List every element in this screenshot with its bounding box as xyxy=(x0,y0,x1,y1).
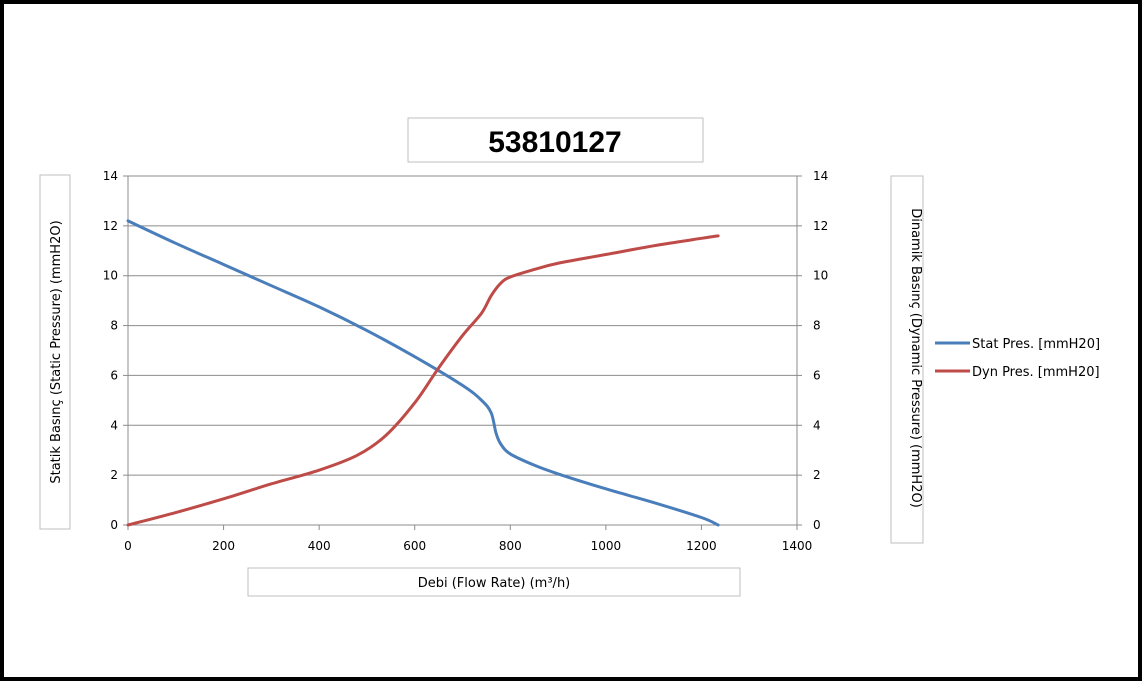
y2-tick-label: 12 xyxy=(813,219,828,233)
legend-label: Stat Pres. [mmH20] xyxy=(972,337,1100,352)
x-tick-label: 0 xyxy=(124,539,132,553)
x-tick-label: 1200 xyxy=(686,539,717,553)
y-tick-label: 12 xyxy=(103,219,118,233)
y-tick-label: 6 xyxy=(110,368,118,382)
x-axis-label: Debi (Flow Rate) (m³/h) xyxy=(418,576,571,591)
x-tick-label: 200 xyxy=(212,539,235,553)
y2-tick-label: 10 xyxy=(813,269,828,283)
x-label-box xyxy=(247,567,741,597)
y-tick-label: 2 xyxy=(110,468,118,482)
y2-axis-label: Dinamik Basınç (Dynamic Pressure) (mmH2O… xyxy=(908,208,923,508)
x-tick-label: 600 xyxy=(403,539,426,553)
y2-tick-label: 0 xyxy=(813,518,821,532)
y-tick-label: 10 xyxy=(103,269,118,283)
y2-tick-label: 4 xyxy=(813,418,821,432)
title-box xyxy=(407,117,704,163)
line-chart: 0 2 4 6 8 10 12 14 0 2 4 6 8 10 12 14 0 200 400 600 800 1000 1… xyxy=(39,117,1100,597)
y2-tick-label: 14 xyxy=(813,169,828,183)
x-tick-label: 400 xyxy=(308,539,331,553)
x-tick-label: 800 xyxy=(499,539,522,553)
chart-title: 53810127 xyxy=(488,126,621,159)
y-tick-label: 8 xyxy=(110,319,118,333)
y2-tick-label: 8 xyxy=(813,319,821,333)
y2-tick-label: 6 xyxy=(813,368,821,382)
y-tick-label: 0 xyxy=(110,518,118,532)
y-label-box xyxy=(39,174,71,530)
series-line-static xyxy=(126,219,720,527)
legend-label: Dyn Pres. [mmH20] xyxy=(972,365,1100,380)
y2-label-box xyxy=(890,175,924,544)
series-line-dynamic xyxy=(126,234,720,527)
y-axis-label: Statik Basınç (Static Pressure) (mmH2O) xyxy=(49,220,64,483)
y-tick-label: 4 xyxy=(110,418,118,432)
x-tick-label: 1000 xyxy=(591,539,622,553)
y2-tick-label: 2 xyxy=(813,468,821,482)
x-tick-label: 1400 xyxy=(782,539,813,553)
y-tick-label: 14 xyxy=(103,169,118,183)
